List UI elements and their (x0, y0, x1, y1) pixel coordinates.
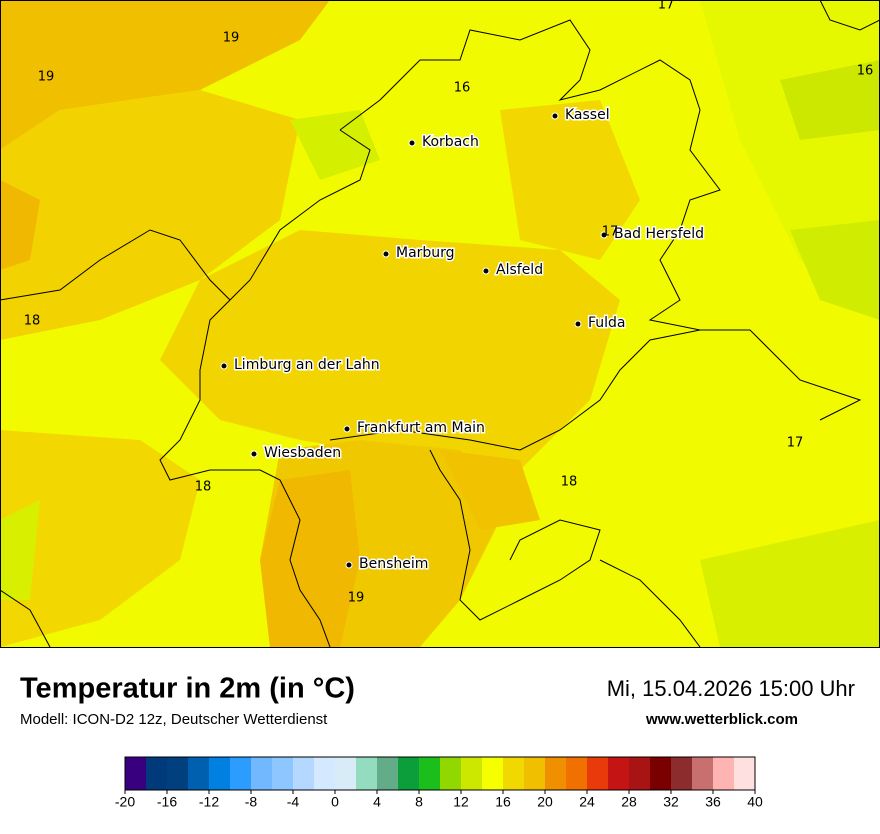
legend-swatch (545, 757, 566, 790)
city-label: Bensheim (359, 556, 428, 572)
website[interactable]: www.wetterblick.com (645, 711, 798, 728)
legend-swatch (251, 757, 272, 790)
legend-swatch (608, 757, 629, 790)
contour-label: 19 (223, 31, 240, 46)
legend-tick-label: 40 (747, 794, 763, 810)
city-dot (482, 267, 490, 275)
legend-swatch (587, 757, 608, 790)
city-dot (220, 362, 228, 370)
legend-swatch (188, 757, 209, 790)
city-label: Fulda (588, 315, 626, 331)
legend-tick-label: -16 (157, 794, 177, 810)
city-label: Wiesbaden (264, 445, 341, 461)
legend-swatch (629, 757, 650, 790)
borders (0, 0, 880, 648)
legend-tick-label: 4 (373, 794, 381, 810)
legend-swatch (440, 757, 461, 790)
subtitle: Modell: ICON-D2 12z, Deutscher Wetterdie… (20, 711, 328, 728)
contour-label: 17 (658, 0, 675, 13)
city-dot (551, 112, 559, 120)
city-label: Korbach (422, 134, 479, 150)
legend-swatch (734, 757, 755, 790)
contour-label: 18 (561, 475, 578, 490)
legend-swatch (524, 757, 545, 790)
legend-swatch (419, 757, 440, 790)
legend-tick-label: -8 (245, 794, 258, 810)
legend-swatch (461, 757, 482, 790)
city-dot (382, 250, 390, 258)
city-label: Frankfurt am Main (357, 420, 485, 436)
legend-swatch (272, 757, 293, 790)
legend-tick-label: 0 (331, 794, 339, 810)
legend-tick-label: 36 (705, 794, 721, 810)
title: Temperatur in 2m (in °C) (20, 673, 355, 705)
legend-tick-label: 28 (621, 794, 637, 810)
temperature-field (0, 0, 880, 647)
legend-tick-label: 12 (453, 794, 469, 810)
legend-swatch (713, 757, 734, 790)
legend-swatch (398, 757, 419, 790)
legend-swatch (293, 757, 314, 790)
city-dot (574, 320, 582, 328)
legend-swatch (314, 757, 335, 790)
legend-swatch (650, 757, 671, 790)
legend-tick-label: 16 (495, 794, 511, 810)
legend-swatch (230, 757, 251, 790)
city-dot (343, 425, 351, 433)
city-dot (250, 450, 258, 458)
city-dot (408, 139, 416, 147)
contour-label: 18 (24, 314, 41, 329)
city-dot (345, 561, 353, 569)
city-label: Limburg an der Lahn (234, 357, 380, 373)
legend-swatch (356, 757, 377, 790)
legend-swatch (125, 757, 146, 790)
legend-swatch (167, 757, 188, 790)
city-label: Alsfeld (496, 262, 543, 278)
legend-swatch (482, 757, 503, 790)
legend-swatch (209, 757, 230, 790)
city-label: Bad Hersfeld (614, 226, 704, 242)
contour-label: 19 (38, 70, 55, 85)
city-label: Kassel (565, 107, 610, 123)
legend-swatch (566, 757, 587, 790)
legend-swatch (377, 757, 398, 790)
legend-tick-label: 24 (579, 794, 595, 810)
contour-label: 17 (787, 436, 804, 451)
legend-tick-label: -12 (199, 794, 219, 810)
city-label: Marburg (396, 245, 455, 261)
legend-tick-label: 8 (415, 794, 423, 810)
contour-label: 16 (857, 64, 874, 79)
legend-swatch (146, 757, 167, 790)
legend-swatch (692, 757, 713, 790)
contour-label: 18 (195, 480, 212, 495)
legend-tick-label: 20 (537, 794, 553, 810)
contour-label: 17 (602, 225, 619, 240)
contour-label: 19 (348, 591, 365, 606)
city-dot (600, 231, 608, 239)
legend-swatch (671, 757, 692, 790)
datetime: Mi, 15.04.2026 15:00 Uhr (607, 676, 855, 701)
legend-tick-label: 32 (663, 794, 679, 810)
contour-label: 16 (454, 81, 471, 96)
legend-swatch (335, 757, 356, 790)
legend-frame (124, 756, 756, 791)
legend-tick-label: -4 (287, 794, 300, 810)
legend-swatch (503, 757, 524, 790)
legend-tick-label: -20 (115, 794, 135, 810)
